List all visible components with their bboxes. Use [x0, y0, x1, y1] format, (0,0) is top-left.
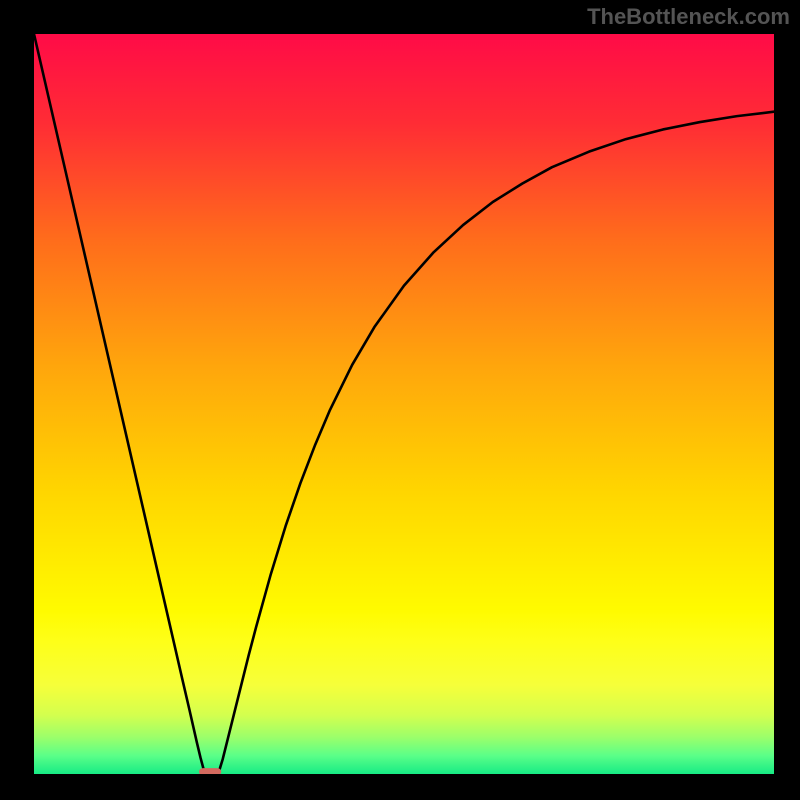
bottleneck-curve: [34, 34, 774, 774]
valley-marker: [199, 768, 221, 774]
curve-svg: [34, 34, 774, 774]
watermark-text: TheBottleneck.com: [587, 4, 790, 30]
plot-area: [34, 34, 774, 774]
chart-container: TheBottleneck.com: [0, 0, 800, 800]
